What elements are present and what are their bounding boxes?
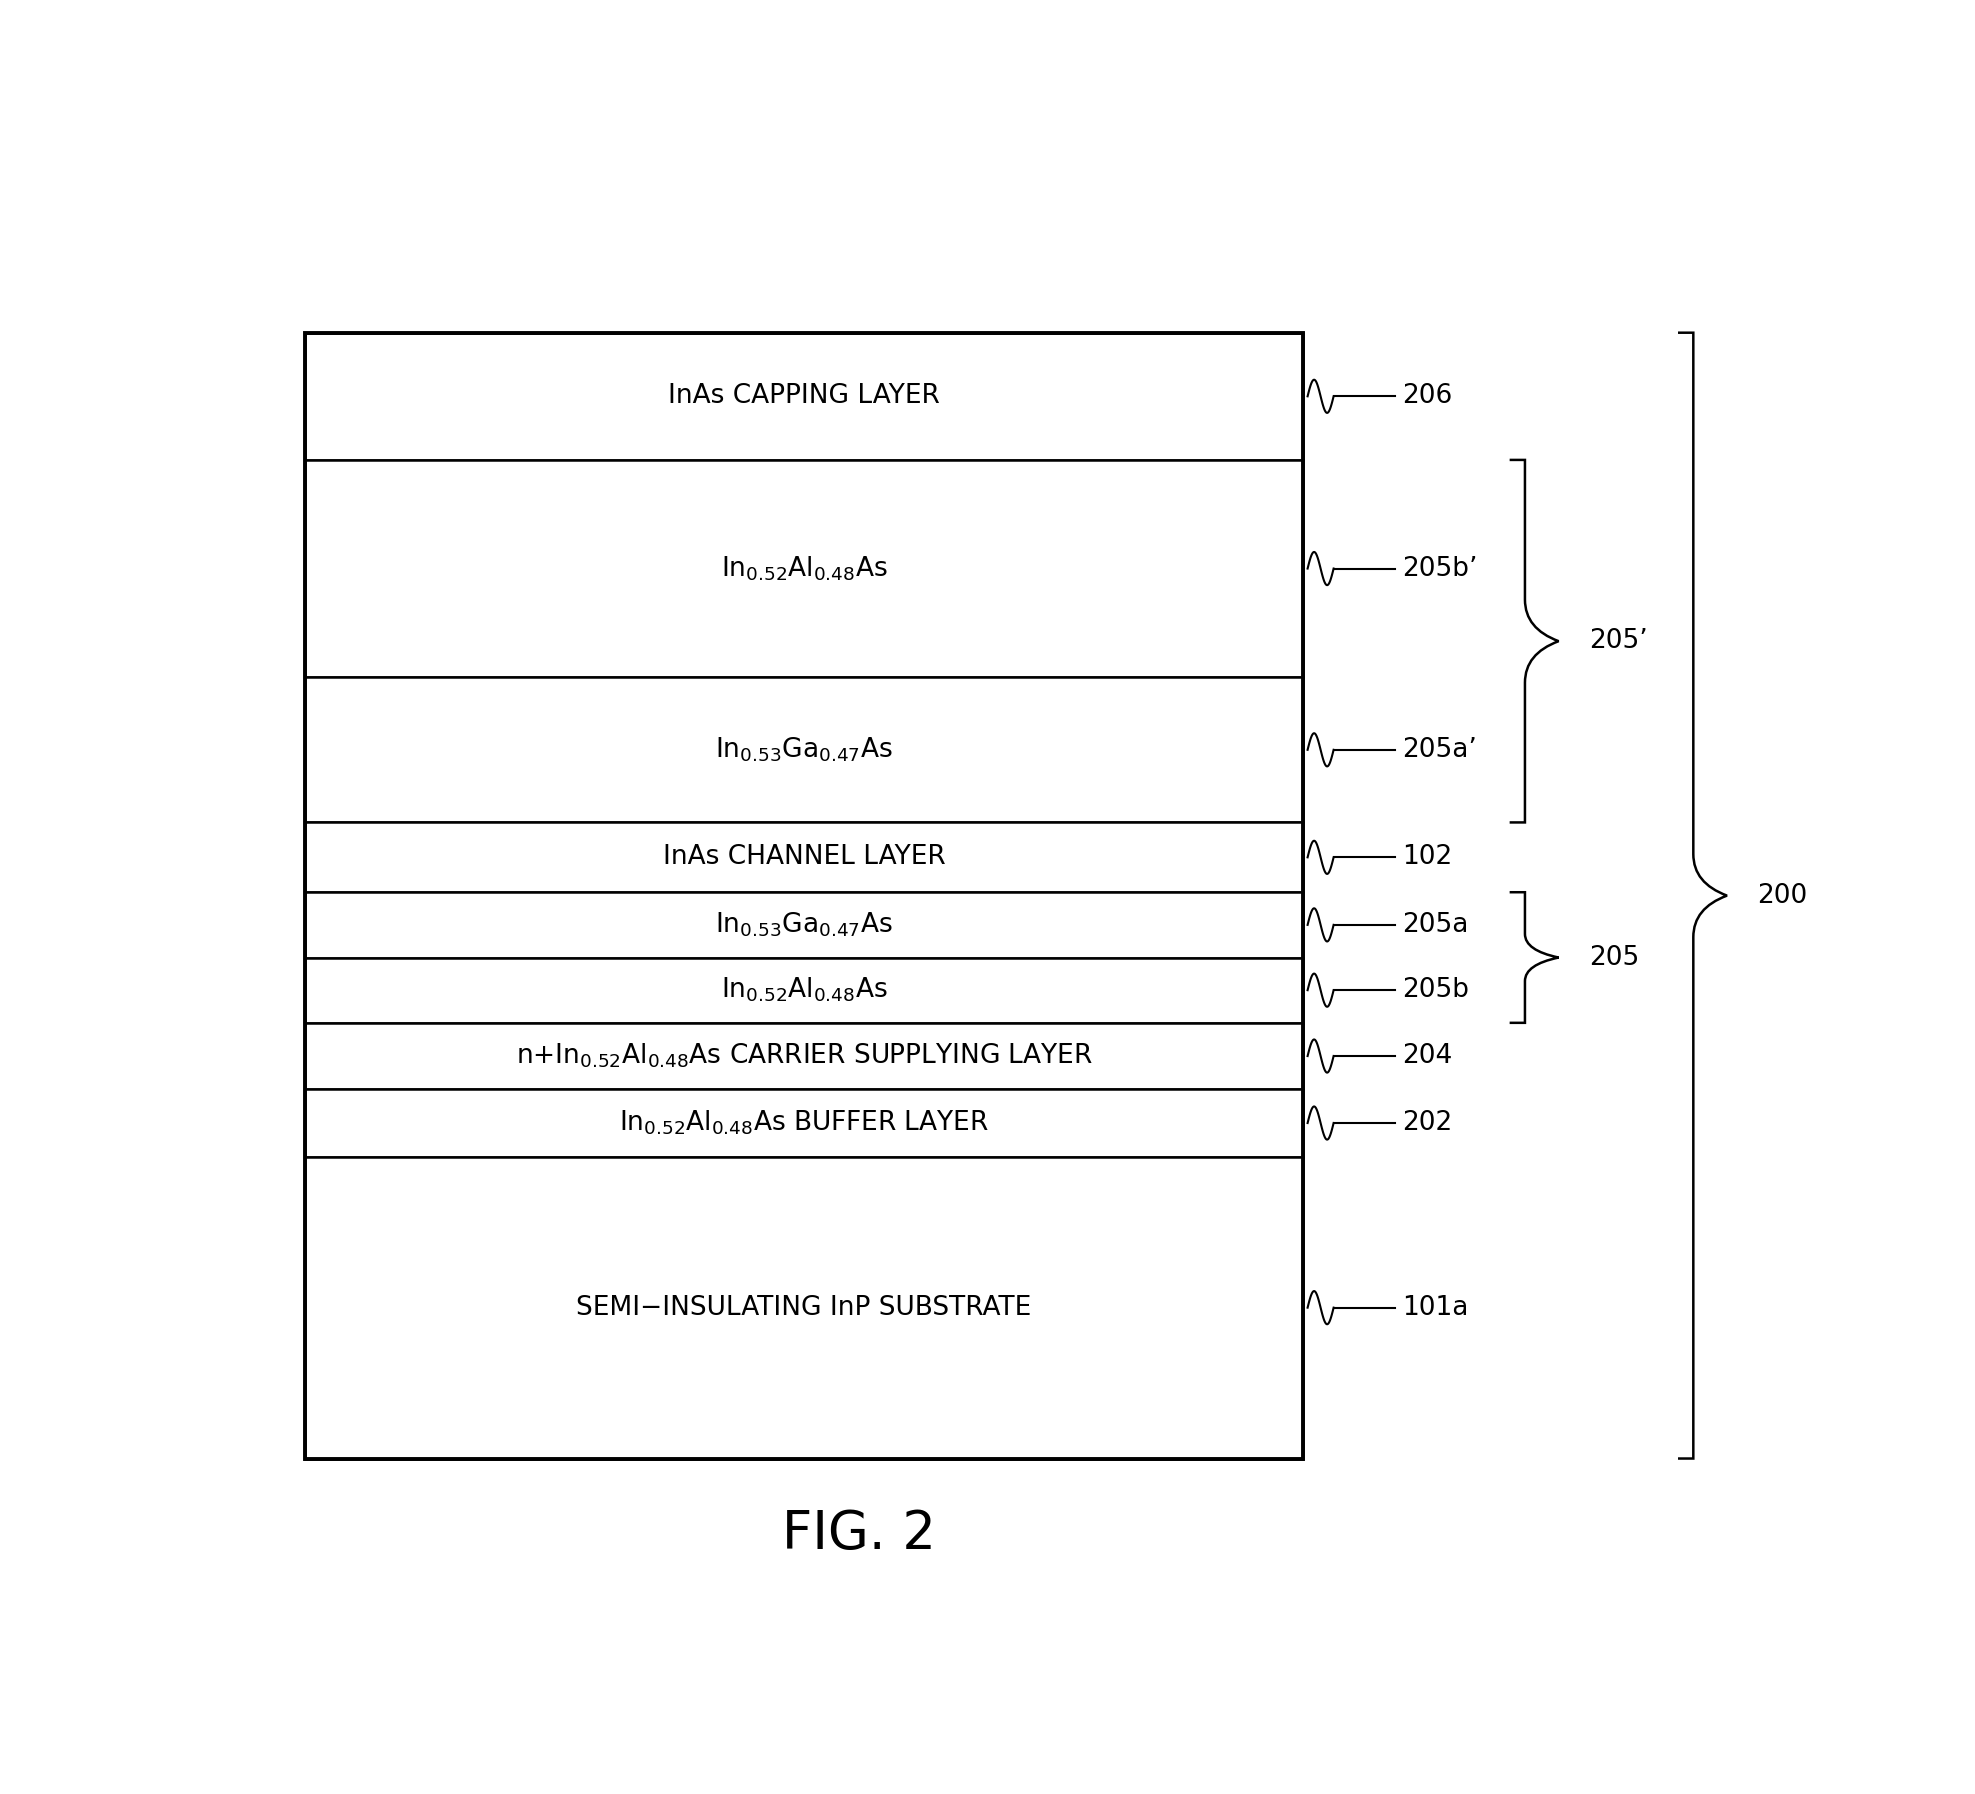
- Text: SEMI−INSULATING InP SUBSTRATE: SEMI−INSULATING InP SUBSTRATE: [577, 1295, 1031, 1320]
- Bar: [304, 332, 1304, 459]
- Text: 205a’: 205a’: [1402, 737, 1477, 762]
- Bar: [304, 822, 1304, 892]
- Text: 200: 200: [1758, 883, 1807, 908]
- Text: 101a: 101a: [1402, 1295, 1469, 1320]
- Text: 204: 204: [1402, 1042, 1454, 1069]
- Text: In$_{0.53}$Ga$_{0.47}$As: In$_{0.53}$Ga$_{0.47}$As: [715, 911, 893, 938]
- Text: 205b: 205b: [1402, 978, 1469, 1003]
- Bar: [304, 1157, 1304, 1459]
- Bar: [304, 1089, 1304, 1157]
- Bar: [304, 892, 1304, 958]
- Text: 102: 102: [1402, 845, 1454, 870]
- Text: In$_{0.52}$Al$_{0.48}$As: In$_{0.52}$Al$_{0.48}$As: [721, 976, 887, 1005]
- Text: 202: 202: [1402, 1110, 1454, 1136]
- Text: n+In$_{0.52}$Al$_{0.48}$As CARRIER SUPPLYING LAYER: n+In$_{0.52}$Al$_{0.48}$As CARRIER SUPPL…: [515, 1042, 1092, 1071]
- Text: In$_{0.52}$Al$_{0.48}$As: In$_{0.52}$Al$_{0.48}$As: [721, 554, 887, 583]
- Bar: [304, 958, 1304, 1023]
- Text: 205b’: 205b’: [1402, 556, 1477, 581]
- Bar: [304, 1023, 1304, 1089]
- Text: 205: 205: [1590, 944, 1639, 971]
- Bar: [304, 676, 1304, 822]
- Text: 206: 206: [1402, 384, 1454, 409]
- Bar: [304, 459, 1304, 676]
- Bar: [304, 332, 1304, 1459]
- Text: 205a: 205a: [1402, 911, 1469, 938]
- Text: In$_{0.52}$Al$_{0.48}$As BUFFER LAYER: In$_{0.52}$Al$_{0.48}$As BUFFER LAYER: [618, 1109, 989, 1137]
- Text: InAs CHANNEL LAYER: InAs CHANNEL LAYER: [664, 845, 946, 870]
- Text: 205’: 205’: [1590, 628, 1647, 655]
- Text: FIG. 2: FIG. 2: [782, 1509, 936, 1561]
- Text: In$_{0.53}$Ga$_{0.47}$As: In$_{0.53}$Ga$_{0.47}$As: [715, 736, 893, 764]
- Text: InAs CAPPING LAYER: InAs CAPPING LAYER: [668, 384, 940, 409]
